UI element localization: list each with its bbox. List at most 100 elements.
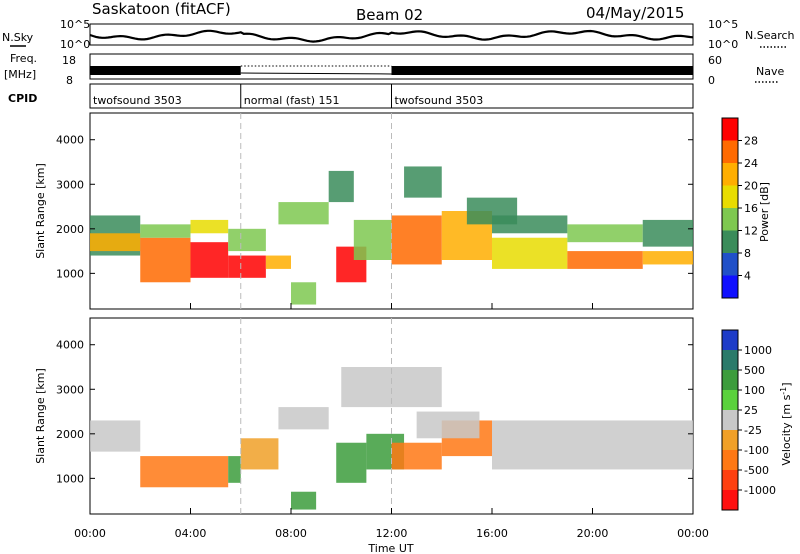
velocity-cell-5: [278, 407, 329, 430]
time-axis-label: Time UT: [367, 542, 413, 554]
power-cell-23: [642, 219, 693, 247]
power-colorbar-swatch-6: [722, 253, 738, 276]
velocity-y-axis-label: Slant Range [km]: [34, 368, 47, 464]
velocity-colorbar-label: Velocity [m s-1]: [779, 382, 793, 465]
noise-sky-trace: [89, 29, 694, 43]
velocity-cell-9: [391, 442, 442, 470]
power-colorbar-swatch-7: [722, 275, 738, 298]
velocity-colorbar-swatch-2: [722, 370, 738, 390]
power-cell-14: [391, 215, 442, 265]
velocity-colorbar-swatch-1: [722, 350, 738, 370]
velocity-colorbar: 1000 500 100 25 -25 -100 -500 -1000: [721, 329, 776, 511]
date-title: 04/May/2015: [586, 4, 684, 22]
noise-tick-lower-right: 10^0: [708, 38, 738, 51]
station-title: Saskatoon (fitACF): [92, 0, 231, 18]
power-y-ticks: 1000 2000 3000 4000: [56, 134, 693, 280]
power-cell-4: [190, 242, 229, 278]
velocity-cell-1: [140, 456, 191, 488]
power-cell-7: [228, 228, 266, 252]
power-cell-19: [492, 215, 568, 234]
power-ytick-label-1: 2000: [56, 223, 84, 236]
power-cell-21: [567, 224, 643, 243]
freq-tick-lower: 8: [66, 74, 73, 87]
power-cell-3: [140, 224, 191, 238]
velocity-colorbar-swatch-4: [722, 410, 738, 430]
power-colorbar-tick-label-6: 4: [744, 270, 751, 283]
power-cell-22: [642, 251, 693, 265]
velocity-cell-7: [336, 442, 367, 483]
velocity-colorbar-swatch-3: [722, 390, 738, 410]
power-cell-18: [492, 237, 568, 269]
velocity-ytick-label-2: 3000: [56, 383, 84, 396]
noise-tick-lower-left: 10^0: [60, 38, 90, 51]
velocity-colorbar-swatch-5: [722, 430, 738, 450]
velocity-y-ticks: 1000 2000 3000 4000: [56, 339, 693, 485]
velocity-colorbar-swatch-8: [722, 490, 738, 510]
freq-trace: [90, 65, 693, 75]
velocity-cell-0: [90, 420, 141, 452]
noise-panel-frame: [89, 23, 694, 46]
velocity-colorbar-tick-label-6: -500: [744, 464, 769, 477]
power-colorbar-label: Power [dB]: [758, 182, 771, 242]
power-colorbar-tick-label-4: 12: [744, 225, 758, 238]
power-colorbar-tick-label-0: 28: [744, 135, 758, 148]
velocity-ytick-label-0: 1000: [56, 472, 84, 485]
power-cell-9: [278, 202, 329, 225]
power-colorbar-tick-label-2: 20: [744, 180, 758, 193]
power-cell-10: [291, 282, 317, 305]
power-cell-20: [567, 251, 643, 269]
velocity-cell-2: [190, 456, 229, 488]
power-y-axis-label: Slant Range [km]: [34, 163, 47, 259]
xtick-label-6: 00:00: [677, 527, 709, 540]
freq-label-top: Freq.: [10, 52, 37, 65]
freq-line-1: [240, 72, 392, 75]
power-cell-15: [404, 166, 442, 198]
power-cell-8: [265, 255, 291, 269]
power-ytick-label-3: 4000: [56, 134, 84, 147]
velocity-colorbar-label-end: ]: [780, 382, 793, 386]
mode-change-markers: [240, 113, 392, 514]
power-heatmap: [90, 166, 693, 305]
velocity-cell-11: [416, 411, 480, 439]
xtick-label-5: 20:00: [577, 527, 609, 540]
power-ytick-label-0: 1000: [56, 267, 84, 280]
velocity-colorbar-swatch-7: [722, 470, 738, 490]
freq-band-0: [90, 66, 241, 75]
noise-search-label: N.Search: [745, 29, 795, 42]
freq-band-2: [391, 66, 693, 75]
velocity-colorbar-tick-label-7: -1000: [744, 484, 776, 497]
velocity-colorbar-frame: [721, 329, 739, 511]
xtick-label-0: 00:00: [74, 527, 106, 540]
velocity-colorbar-tick-label-3: 25: [744, 404, 758, 417]
power-cell-2: [140, 237, 191, 283]
noise-tick-upper-right: 10^5: [708, 18, 738, 31]
velocity-colorbar-label-main: Velocity [m s: [780, 394, 793, 465]
power-colorbar-swatch-5: [722, 230, 738, 253]
power-colorbar-tick-label-3: 16: [744, 202, 758, 215]
velocity-colorbar-tick-label-0: 1000: [744, 344, 772, 357]
velocity-colorbar-swatch-0: [722, 330, 738, 350]
cpid-segment-label-1: normal (fast) 151: [244, 94, 340, 107]
velocity-colorbar-tick-label-5: -100: [744, 444, 769, 457]
xtick-label-3: 12:00: [376, 527, 408, 540]
velocity-cell-6: [291, 491, 317, 510]
power-cell-5: [190, 219, 229, 234]
xtick-label-4: 16:00: [476, 527, 508, 540]
power-colorbar-swatch-2: [722, 163, 738, 186]
power-colorbar: 28 24 20 16 12 8 4: [721, 117, 758, 299]
nave-tick-lower: 0: [708, 74, 715, 87]
cpid-segment-label-2: twofsound 3503: [395, 94, 484, 107]
power-cell-13: [353, 219, 392, 260]
velocity-colorbar-swatch-6: [722, 450, 738, 470]
noise-sky-line: [89, 29, 694, 43]
velocity-ytick-label-3: 4000: [56, 339, 84, 352]
xtick-label-1: 04:00: [175, 527, 207, 540]
velocity-cell-3: [228, 456, 241, 483]
power-colorbar-swatch-4: [722, 208, 738, 231]
power-colorbar-tick-label-5: 8: [744, 247, 751, 260]
freq-tick-upper: 18: [62, 54, 76, 67]
power-cell-1: [90, 233, 141, 252]
velocity-heatmap: [90, 367, 693, 510]
velocity-ytick-label-1: 2000: [56, 428, 84, 441]
cpid-label: CPID: [8, 92, 37, 105]
